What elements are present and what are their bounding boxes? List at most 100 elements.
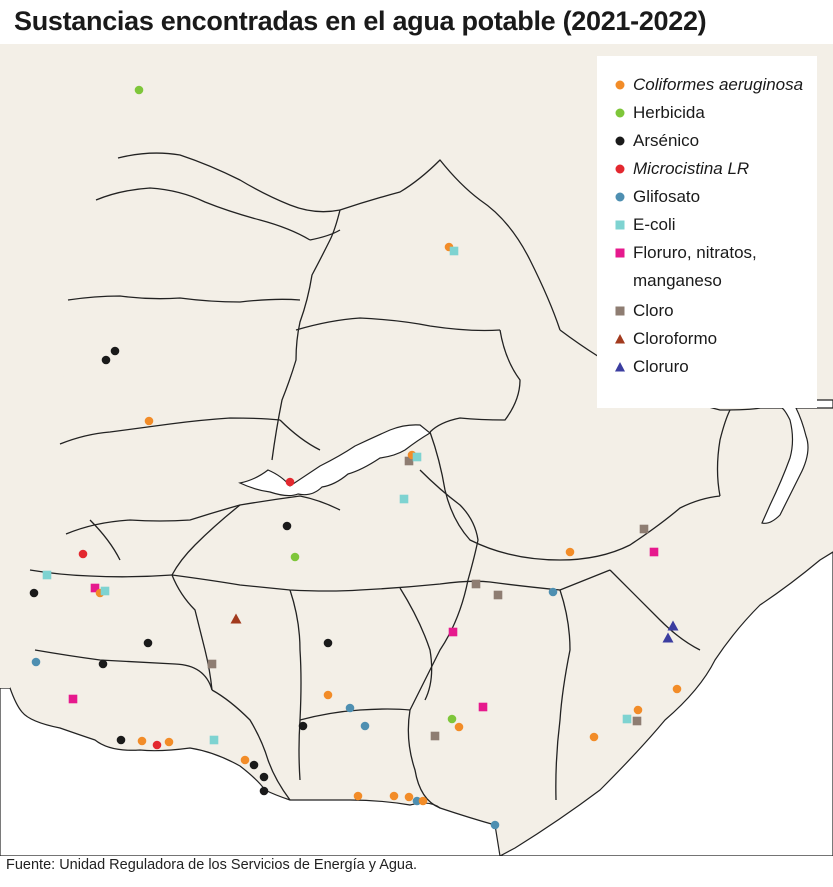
- atlantic-ocean: [499, 551, 833, 856]
- legend-item-cloruro: Cloruro: [597, 355, 817, 379]
- coliformes-marker: [164, 737, 174, 747]
- circle-symbol-icon: [615, 108, 625, 118]
- arsenico-marker: [116, 735, 126, 745]
- coliformes-marker: [454, 722, 464, 732]
- legend-item-cloroformo: Cloroformo: [597, 327, 817, 351]
- coliformes-marker: [589, 732, 599, 742]
- cloruro-marker: [662, 632, 674, 643]
- legend-item-floruro-cont: manganeso: [597, 269, 817, 293]
- border-canelones-north: [299, 708, 411, 721]
- coliformes-marker: [144, 416, 154, 426]
- ecoli-marker: [622, 714, 632, 724]
- coliformes-marker: [418, 796, 428, 806]
- border-rivera-tacuarembo-2: [309, 229, 341, 241]
- cloro-marker: [207, 659, 217, 669]
- floruro-marker: [478, 702, 488, 712]
- legend-item-ecoli: E-coli: [597, 213, 817, 237]
- cloro-marker: [430, 731, 440, 741]
- coliformes-marker: [137, 736, 147, 746]
- herbicida-marker: [134, 85, 144, 95]
- arsenico-marker: [323, 638, 333, 648]
- border-florida-lavalleja: [399, 587, 433, 701]
- border-rivera: [271, 209, 341, 461]
- legend-label: Coliformes aeruginosa: [633, 75, 804, 94]
- circle-symbol-icon: [615, 80, 625, 90]
- coliformes-marker: [633, 705, 643, 715]
- glifosato-marker: [31, 657, 41, 667]
- border-artigas: [117, 152, 341, 213]
- legend-label: Herbicida: [633, 103, 705, 122]
- legend-label: Cloroformo: [633, 329, 718, 348]
- circle-symbol-icon: [615, 136, 625, 146]
- border-flores: [171, 504, 241, 691]
- glifosato-marker: [548, 587, 558, 597]
- border-treinta-cerro: [716, 409, 731, 497]
- legend-item-coliformes: Coliformes aeruginosa: [597, 73, 817, 97]
- arsenico-marker: [143, 638, 153, 648]
- cloruro-marker: [667, 620, 679, 631]
- glifosato-marker: [360, 721, 370, 731]
- border-durazno-east: [419, 469, 479, 581]
- border-cerro-largo-north: [339, 159, 561, 331]
- arsenico-marker: [98, 659, 108, 669]
- glifosato-marker: [345, 703, 355, 713]
- border-colonia: [34, 649, 213, 691]
- ecoli-marker: [412, 452, 422, 462]
- legend-label: Cloro: [633, 301, 674, 320]
- source-note: Fuente: Unidad Reguladora de los Servici…: [6, 857, 418, 873]
- legend-label: Glifosato: [633, 187, 701, 206]
- circle-symbol-icon: [615, 164, 625, 174]
- border-maldonado: [555, 589, 571, 801]
- cloroformo-marker: [230, 613, 242, 624]
- floruro-marker: [448, 627, 458, 637]
- cloro-marker: [404, 456, 414, 466]
- border-paysandu-rionegro: [59, 417, 281, 445]
- glifosato-marker: [412, 796, 422, 806]
- arsenico-marker: [29, 588, 39, 598]
- herbicida-marker: [290, 552, 300, 562]
- border-tacuarembo-west: [279, 419, 321, 451]
- microcistina-marker: [285, 477, 295, 487]
- floruro-marker: [649, 547, 659, 557]
- ecoli-marker: [100, 586, 110, 596]
- ecoli-marker: [42, 570, 52, 580]
- legend-item-glifosato: Glifosato: [597, 185, 817, 209]
- floruro-marker: [68, 694, 78, 704]
- border-salto-paysandu: [67, 295, 301, 303]
- square-symbol-icon: [615, 220, 625, 230]
- arsenico-marker: [282, 521, 292, 531]
- cloro-marker: [471, 579, 481, 589]
- ecoli-marker: [209, 735, 219, 745]
- cloro-marker: [493, 590, 503, 600]
- coliformes-marker: [565, 547, 575, 557]
- triangle-symbol-icon: [615, 362, 625, 372]
- border-treinta-tres: [429, 431, 721, 561]
- border-durazno-west: [65, 495, 341, 535]
- ecoli-marker: [449, 246, 459, 256]
- legend-label: Arsénico: [633, 131, 700, 150]
- circle-symbol-icon: [615, 192, 625, 202]
- cloro-marker: [639, 524, 649, 534]
- arsenico-marker: [259, 772, 269, 782]
- legend-label: Cloruro: [633, 357, 689, 376]
- border-durazno-florida: [171, 569, 611, 592]
- coliformes-marker: [353, 791, 363, 801]
- floruro-marker: [90, 583, 100, 593]
- border-rionegro-soriano: [89, 519, 121, 561]
- map-legend: Coliformes aeruginosa Herbicida Arsénico Mi…: [597, 56, 817, 408]
- legend-label: E-coli: [633, 215, 676, 234]
- legend-item-herbicida: Herbicida: [597, 101, 817, 125]
- map-title: Sustancias encontradas en el agua potabl…: [14, 6, 707, 36]
- west-outside: [0, 44, 136, 688]
- cloro-marker: [632, 716, 642, 726]
- border-rocha: [609, 569, 701, 651]
- coliformes-marker: [672, 684, 682, 694]
- border-sanjose: [211, 689, 291, 801]
- glifosato-marker: [490, 820, 500, 830]
- border-florida: [289, 589, 302, 781]
- coliformes-marker: [323, 690, 333, 700]
- rio-de-la-plata: [0, 687, 501, 856]
- coliformes-marker: [240, 755, 250, 765]
- legend-label: Microcistina LR: [633, 159, 750, 178]
